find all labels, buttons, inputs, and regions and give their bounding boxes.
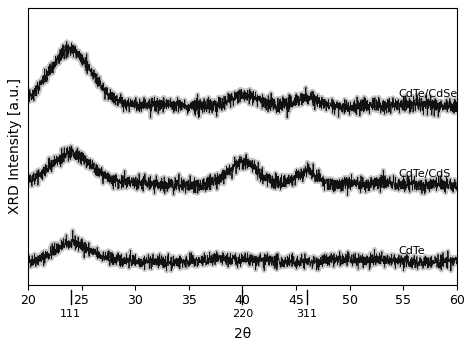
Text: 220: 220 [232, 309, 253, 319]
Y-axis label: XRD Intensity [a.u.]: XRD Intensity [a.u.] [9, 79, 22, 214]
Text: CdTe/CdSe: CdTe/CdSe [398, 89, 457, 99]
Text: 111: 111 [60, 309, 82, 319]
Text: CdTe/CdS: CdTe/CdS [398, 169, 450, 179]
Text: CdTe: CdTe [398, 246, 425, 255]
Text: 311: 311 [296, 309, 317, 319]
X-axis label: 2θ: 2θ [234, 327, 251, 341]
